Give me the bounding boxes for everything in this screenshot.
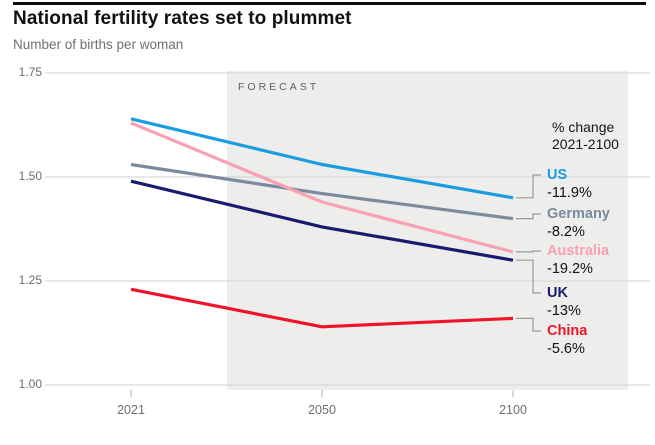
series-name-australia: Australia: [547, 243, 610, 259]
series-name-china: China: [547, 323, 588, 339]
y-tick-label-1.00: 1.00: [18, 377, 42, 391]
series-name-uk: UK: [547, 285, 568, 301]
y-tick-label-1.50: 1.50: [18, 169, 42, 183]
series-line-us: [130, 117, 514, 200]
series-line-china: [130, 287, 514, 329]
series-line-uk: [130, 179, 514, 262]
series-label-germany: Germany -8.2%: [547, 205, 610, 241]
series-label-us: US -11.9%: [547, 166, 592, 202]
series-name-us: US: [547, 167, 568, 183]
y-tick-label-1.75: 1.75: [18, 65, 42, 79]
legend-note: % change 2021-2100: [552, 119, 619, 153]
connector-uk: [516, 259, 541, 294]
series-label-australia: Australia -19.2%: [547, 242, 609, 278]
x-tick-label-2021: 2021: [117, 403, 145, 417]
chart-plot-svg: FORECAST: [45, 71, 650, 397]
series-pct-change-australia: -19.2%: [547, 261, 593, 277]
top-rule: [13, 2, 646, 5]
x-tick-label-2050: 2050: [308, 403, 336, 417]
series-pct-change-germany: -8.2%: [547, 224, 585, 240]
series-pct-change-uk: -13%: [547, 303, 581, 319]
connector-australia: [516, 250, 541, 253]
y-tick-label-1.25: 1.25: [18, 273, 42, 287]
forecast-label: FORECAST: [238, 81, 319, 93]
legend-note-line1: % change: [552, 119, 615, 135]
connector-us: [516, 174, 541, 199]
connector-china: [516, 317, 541, 332]
connector-germany: [516, 213, 541, 220]
series-line-germany: [130, 162, 514, 221]
series-line-australia: [130, 121, 514, 254]
series-pct-change-us: -11.9%: [547, 185, 592, 201]
series-name-germany: Germany: [547, 206, 610, 222]
series-pct-change-china: -5.6%: [547, 341, 585, 357]
series-label-uk: UK -13%: [547, 284, 581, 320]
chart-subtitle: Number of births per woman: [13, 37, 184, 52]
legend-note-line2: 2021-2100: [552, 136, 619, 152]
x-tick-label-2100: 2100: [499, 403, 527, 417]
chart-title: National fertility rates set to plummet: [13, 8, 352, 29]
series-label-china: China -5.6%: [547, 322, 587, 358]
